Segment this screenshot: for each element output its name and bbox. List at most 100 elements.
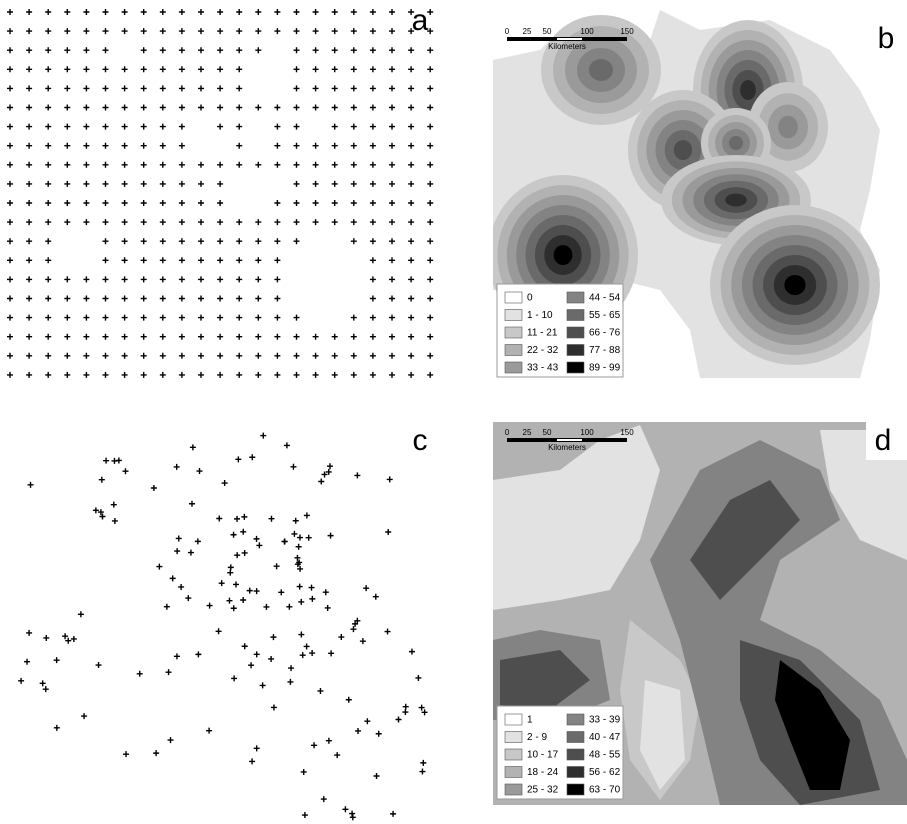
sample-point (350, 257, 357, 264)
sample-point (198, 333, 204, 340)
sample-point (274, 142, 281, 149)
sample-point (217, 257, 224, 264)
sample-point (159, 66, 166, 73)
legend-swatch (566, 326, 585, 339)
sample-point (408, 66, 415, 73)
legend-label: 11 - 21 (527, 328, 558, 339)
sample-point (296, 534, 303, 541)
contour-band (553, 245, 573, 265)
sample-point (350, 123, 357, 130)
sample-point (198, 352, 204, 359)
sample-point (327, 532, 334, 539)
sample-point (178, 219, 185, 226)
sample-point (7, 257, 13, 264)
sample-point (83, 123, 90, 130)
sample-point (327, 707, 334, 714)
sample-point (325, 737, 332, 744)
sample-point (274, 161, 281, 168)
sample-point (227, 569, 234, 576)
sample-point (102, 161, 109, 168)
sample-point (7, 66, 13, 73)
sample-point (427, 9, 434, 15)
sample-point (121, 28, 128, 35)
legend-label: 0 (527, 293, 533, 304)
sample-point (83, 257, 90, 264)
sample-point (293, 28, 300, 35)
sample-point (159, 85, 166, 92)
sample-point (165, 669, 172, 676)
sample-point (140, 66, 147, 73)
sample-point (389, 333, 395, 340)
sample-point (375, 730, 382, 737)
contour-band (673, 140, 693, 160)
sample-point (331, 238, 338, 245)
sample-point (121, 219, 128, 226)
sample-point (26, 295, 33, 302)
sample-point (324, 604, 331, 611)
sample-point (64, 219, 71, 226)
sample-point (331, 314, 338, 321)
sample-point (312, 276, 319, 283)
sample-point (369, 66, 376, 73)
sample-point (317, 687, 324, 694)
sample-point (427, 333, 434, 340)
sample-point (83, 352, 90, 359)
sample-point (198, 104, 204, 111)
sample-point (364, 718, 371, 725)
sample-point (255, 9, 262, 15)
sample-point (255, 200, 262, 206)
sample-point (255, 142, 262, 149)
legend-swatch (566, 731, 585, 743)
contour-band (725, 193, 747, 207)
sample-point (293, 371, 300, 378)
sample-point (45, 276, 52, 283)
sample-point (45, 200, 52, 206)
sample-point (408, 238, 415, 245)
label-box (870, 18, 907, 60)
sample-point (293, 333, 300, 340)
sample-point (389, 219, 395, 226)
sample-point (39, 680, 46, 687)
sample-point (350, 295, 357, 302)
sample-point (293, 66, 300, 73)
sample-point (159, 9, 166, 15)
sample-point (236, 352, 243, 359)
sample-point (354, 472, 361, 479)
sample-point (369, 9, 376, 15)
sample-point (7, 9, 13, 15)
sample-point (159, 28, 166, 35)
sample-point (98, 476, 105, 483)
sample-point (178, 583, 185, 590)
sample-point (369, 333, 376, 340)
sample-point (369, 104, 376, 111)
legend-swatch (566, 309, 585, 321)
sample-point (178, 180, 185, 187)
sample-point (311, 742, 318, 749)
sample-point (349, 810, 356, 817)
sample-point (395, 716, 402, 723)
sample-point (159, 352, 166, 359)
sample-point (259, 682, 266, 689)
sample-point (121, 9, 128, 15)
sample-point (312, 257, 319, 264)
sample-point (215, 628, 222, 635)
density-blob (10, 188, 134, 312)
sample-point (246, 587, 253, 594)
legend-label: 44 - 54 (589, 293, 621, 304)
sample-point (389, 123, 395, 130)
sample-point (26, 629, 33, 636)
legend-swatch (504, 344, 523, 356)
legend-swatch (504, 361, 523, 374)
legend-label: 63 - 70 (589, 785, 621, 796)
sample-point (217, 238, 224, 245)
sample-point (217, 276, 224, 283)
sample-point (312, 142, 319, 149)
sample-point (83, 314, 90, 321)
sample-point (83, 276, 90, 283)
sample-point (408, 352, 415, 359)
sample-point (312, 9, 319, 15)
sample-point (64, 28, 71, 35)
scale-bar-segment (557, 38, 582, 40)
sample-point (350, 333, 357, 340)
sample-point (64, 314, 71, 321)
